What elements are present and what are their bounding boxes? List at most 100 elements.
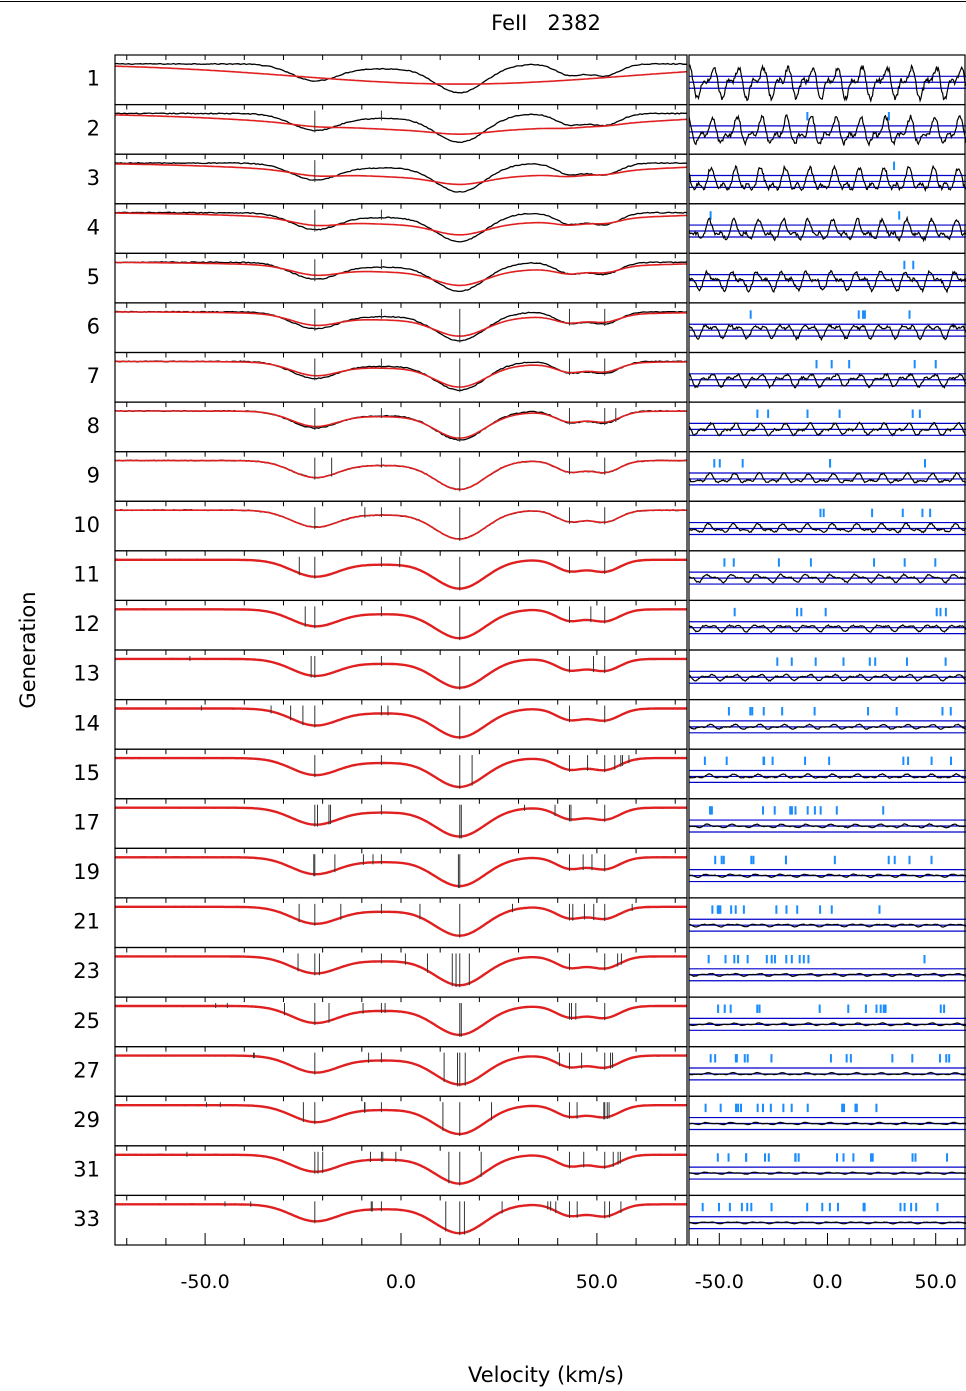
x-tick-label: 0.0 [386, 1271, 416, 1293]
right-panel-frame [688, 1145, 966, 1197]
model-fit-line [115, 806, 687, 838]
model-fit-line [115, 1104, 687, 1136]
residual-line [689, 773, 966, 779]
generation-label: 13 [73, 662, 100, 686]
model-fit-line [115, 756, 687, 789]
right-panel-frame [688, 649, 966, 701]
left-panel-frame [114, 1095, 688, 1147]
residual-line [689, 164, 966, 193]
data-spectrum-line [114, 459, 688, 491]
y-axis-label: Generation [16, 591, 40, 708]
left-panel-frame [114, 153, 688, 205]
residual-line [689, 673, 966, 682]
left-panel-frame [114, 203, 688, 254]
model-fit-line [115, 1054, 687, 1086]
left-panel-frame [114, 351, 688, 403]
generation-label: 5 [87, 265, 100, 289]
left-panel-frame [114, 798, 688, 849]
x-tick-label: 50.0 [576, 1271, 618, 1293]
data-spectrum-line [114, 509, 688, 540]
right-panel-frame [688, 451, 966, 502]
data-spectrum-line [114, 261, 688, 293]
right-panel-frame [688, 698, 966, 750]
right-panel-frame [688, 153, 966, 205]
left-panel-frame [114, 946, 688, 998]
data-spectrum-line [114, 409, 688, 441]
residual-line [689, 623, 966, 634]
model-fit-line [114, 163, 688, 186]
generation-label: 1 [87, 67, 100, 91]
model-fit-line [115, 459, 687, 491]
data-spectrum-line [114, 806, 688, 838]
right-panel-frame [688, 401, 966, 453]
left-panel-frame [114, 847, 688, 899]
generation-label: 3 [87, 166, 100, 190]
right-panel-frame [688, 1095, 966, 1147]
chart-title: FeII 2382 [491, 11, 601, 35]
data-spectrum-line [115, 756, 688, 788]
panel-grid: 123456789101112131415171921232527293133-… [73, 54, 966, 1293]
x-tick-label: 50.0 [915, 1271, 957, 1293]
model-fit-line [115, 410, 687, 439]
data-spectrum-line [114, 707, 688, 739]
left-panel-frame [114, 748, 688, 800]
generation-label: 19 [73, 860, 100, 884]
x-tick-label: 0.0 [812, 1271, 842, 1293]
x-tick-label: -50.0 [181, 1271, 230, 1293]
left-panel-frame [114, 897, 688, 949]
generation-label: 17 [73, 810, 100, 834]
residual-line [689, 1022, 966, 1027]
right-panel-frame [688, 1046, 966, 1097]
model-fit-line [115, 65, 688, 85]
generation-label: 11 [73, 563, 100, 587]
generation-label: 29 [73, 1108, 100, 1132]
data-spectrum-line [114, 657, 688, 689]
generation-label: 21 [73, 910, 100, 934]
left-panel-frame [114, 500, 688, 552]
residual-line [689, 114, 966, 147]
data-spectrum-line [114, 112, 687, 144]
left-panel-frame [114, 451, 688, 502]
residual-line [689, 873, 966, 879]
data-spectrum-line [114, 1203, 688, 1234]
model-fit-line [115, 1004, 687, 1036]
residual-line [689, 63, 966, 104]
model-fit-line [115, 608, 687, 640]
left-panel-frame [114, 649, 688, 701]
left-panel-frame [114, 54, 688, 106]
x-axis-label: Velocity (km/s) [468, 1363, 624, 1387]
right-panel-frame [688, 847, 966, 899]
model-fit-line [115, 955, 687, 987]
left-panel-frame [114, 698, 688, 750]
data-spectrum-line [115, 558, 688, 590]
generation-label: 27 [73, 1058, 100, 1082]
generation-label: 6 [87, 315, 100, 339]
model-fit-line [115, 212, 688, 236]
right-panel-frame [688, 748, 966, 800]
generation-label: 31 [73, 1158, 100, 1182]
residual-line [689, 522, 966, 534]
right-panel-frame [688, 54, 966, 106]
data-spectrum-line [114, 1153, 688, 1185]
model-fit-line [115, 509, 687, 540]
model-fit-line [115, 360, 687, 388]
generation-label: 25 [73, 1009, 100, 1033]
residual-line [689, 1171, 966, 1175]
data-spectrum-line [114, 310, 688, 342]
data-spectrum-line [114, 1104, 688, 1135]
model-fit-line [115, 1203, 687, 1235]
residual-line [689, 215, 966, 243]
left-panel-frame [114, 996, 688, 1048]
data-spectrum-line [114, 62, 688, 94]
generation-label: 14 [73, 711, 100, 735]
generation-label: 2 [87, 116, 100, 140]
generation-label: 10 [73, 513, 100, 537]
data-spectrum-line [114, 161, 688, 193]
data-spectrum-line [114, 905, 688, 937]
data-spectrum-line [114, 608, 688, 640]
generation-label: 23 [73, 959, 100, 983]
residual-line [689, 471, 966, 484]
model-fit-line [115, 558, 687, 590]
model-fit-line [115, 905, 687, 937]
left-panel-frame [114, 1145, 688, 1197]
